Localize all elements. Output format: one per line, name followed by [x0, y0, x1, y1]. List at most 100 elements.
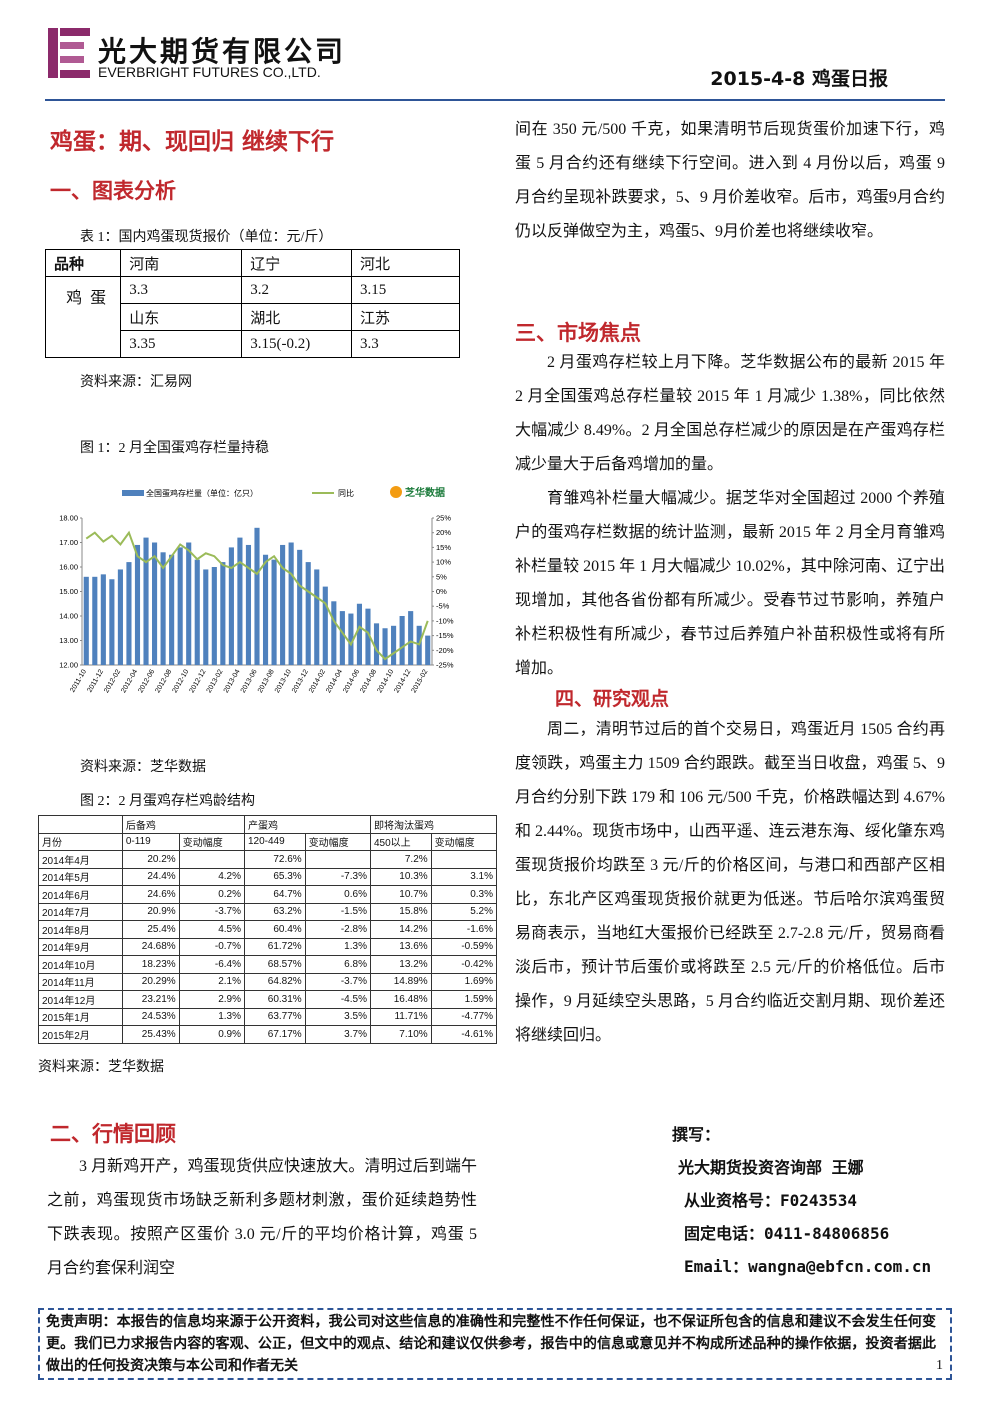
- cell: 0.9%: [178, 1025, 245, 1044]
- cell: 23.21%: [121, 990, 180, 1009]
- cell: 3.3: [120, 276, 243, 304]
- bar: [331, 601, 337, 665]
- table-row: 2014年6月 24.6% 0.2% 64.7% 0.6% 10.7% 0.3%: [38, 885, 498, 904]
- cell: 65.3%: [243, 867, 306, 886]
- cell: -0.59%: [430, 937, 498, 956]
- table-row: 3.35 3.15(-0.2) 3.3: [46, 330, 460, 358]
- header-cell: 辽宁: [241, 249, 353, 277]
- cell: [430, 850, 498, 869]
- paragraph: 周二，清明节过后的首个交易日，鸡蛋近月 1505 合约再度领跌，鸡蛋主力 150…: [515, 721, 945, 1044]
- y2-tick-label: -5%: [436, 602, 450, 611]
- cell: 2014年6月: [38, 885, 123, 904]
- table-row: 月份 0-119 变动幅度 120-449 变动幅度 450以上 变动幅度: [38, 832, 498, 851]
- bar: [254, 527, 260, 665]
- y2-tick-label: 10%: [436, 558, 451, 567]
- cell: 25.43%: [121, 1025, 180, 1044]
- bar: [220, 562, 226, 665]
- sub-header: 变动幅度: [178, 832, 245, 851]
- y2-tick-label: 5%: [436, 572, 447, 581]
- cell: 16.48%: [369, 990, 432, 1009]
- cell: 2015年1月: [38, 1007, 123, 1026]
- bar: [100, 574, 106, 665]
- cell: -3.7%: [304, 972, 371, 991]
- x-tick-label: 2011-10: [69, 668, 88, 693]
- cell: 山东: [120, 303, 243, 331]
- table-row: 2014年9月 24.68% -0.7% 61.72% 1.3% 13.6% -0.59%: [38, 937, 498, 956]
- bar: [237, 537, 243, 665]
- bar: [126, 562, 132, 665]
- x-tick-label: 2014-02: [308, 668, 327, 694]
- x-tick-label: 2014-10: [376, 668, 395, 694]
- x-tick-label: 2012-10: [172, 668, 191, 694]
- cell: 3.2: [241, 276, 353, 304]
- table-row: 2014年10月 18.23% -6.4% 68.57% 6.8% 13.2% -0.42%: [38, 955, 498, 974]
- bar: [92, 576, 98, 665]
- cell: 4.2%: [178, 867, 245, 886]
- cell: 20.29%: [121, 972, 180, 991]
- header-cell: 河北: [351, 249, 460, 277]
- cell: -3.7%: [178, 902, 245, 921]
- logo-text: 芝华数据: [405, 486, 445, 499]
- y2-tick-label: 0%: [436, 587, 447, 596]
- bar: [177, 547, 183, 665]
- legend-label: 同比: [338, 488, 354, 498]
- section-heading: 一、图表分析: [50, 179, 176, 203]
- y-tick-label: 13.00: [59, 636, 78, 645]
- paragraph: 2 月蛋鸡存栏较上月下降。芝华数据公布的最新 2015 年 2 月全国蛋鸡总存栏…: [515, 354, 945, 473]
- row-label: 鸡蛋: [44, 276, 122, 358]
- cell: 2014年10月: [38, 955, 123, 974]
- author-department: 光大期货投资咨询部 王娜: [678, 1158, 864, 1177]
- cell: 11.71%: [369, 1007, 432, 1026]
- bar: [382, 628, 388, 665]
- group-header: 产蛋鸡: [243, 815, 371, 834]
- y-tick-label: 17.00: [59, 538, 78, 547]
- cell: 64.7%: [243, 885, 306, 904]
- paragraph: 间在 350 元/500 千克，如果清明节后现货蛋价加速下行，鸡蛋 5 月合约还…: [515, 121, 945, 240]
- cell: 4.5%: [178, 920, 245, 939]
- x-tick-label: 2014-08: [359, 668, 378, 694]
- cell: 3.7%: [304, 1025, 371, 1044]
- company-cn: 光大期货有限公司: [98, 35, 347, 68]
- cell: -4.61%: [430, 1025, 498, 1044]
- bar: [169, 554, 175, 665]
- bar: [314, 569, 320, 665]
- bar: [408, 611, 414, 665]
- cell: 0.6%: [304, 885, 371, 904]
- cell: 3.5%: [304, 1007, 371, 1026]
- cell: 13.6%: [369, 937, 432, 956]
- logo: [48, 28, 90, 78]
- x-tick-label: 2013-12: [291, 668, 310, 694]
- row-label-text: 鸡蛋: [63, 288, 105, 341]
- cell: -7.3%: [304, 867, 371, 886]
- cell: -2.8%: [304, 920, 371, 939]
- sub-header: 变动幅度: [304, 832, 371, 851]
- cell: 3.1%: [430, 867, 498, 886]
- cell: 5.2%: [430, 902, 498, 921]
- cell: 2014年7月: [38, 902, 123, 921]
- bar: [373, 623, 380, 665]
- cell: 13.2%: [369, 955, 432, 974]
- table-row: 鸡蛋 3.3 3.2 3.15: [44, 276, 460, 358]
- y-tick-label: 18.00: [59, 514, 78, 523]
- sub-header: 变动幅度: [430, 832, 498, 851]
- cell: -0.7%: [178, 937, 245, 956]
- bar: [297, 549, 303, 665]
- table-row: 2014年12月 23.21% 2.9% 60.31% -4.5% 16.48% 1.59%: [38, 990, 498, 1009]
- cell: [304, 850, 371, 869]
- x-tick-label: 2013-10: [274, 668, 293, 694]
- y2-tick-label: 15%: [436, 543, 451, 552]
- cell: 24.4%: [121, 867, 180, 886]
- cell: 2014年9月: [38, 937, 123, 956]
- cell: 2014年8月: [38, 920, 123, 939]
- author-license: 从业资格号：F0243534: [684, 1191, 858, 1210]
- cell: 江苏: [351, 303, 460, 331]
- author-email: Email：wangna@ebfcn.com.cn: [684, 1257, 932, 1276]
- table-row: 2014年7月 20.9% -3.7% 63.2% -1.5% 15.8% 5.2%: [38, 902, 498, 921]
- cell: -4.5%: [304, 990, 371, 1009]
- cell: 2014年11月: [38, 972, 123, 991]
- disclaimer: 免责声明：本报告的信息均来源于公开资料，我公司对这些信息的准确性和完整性不作任何…: [46, 1314, 936, 1374]
- cell: -0.42%: [430, 955, 498, 974]
- source: 资料来源：芝华数据: [80, 760, 206, 775]
- bar: [194, 559, 200, 665]
- y2-tick-label: -10%: [436, 616, 454, 625]
